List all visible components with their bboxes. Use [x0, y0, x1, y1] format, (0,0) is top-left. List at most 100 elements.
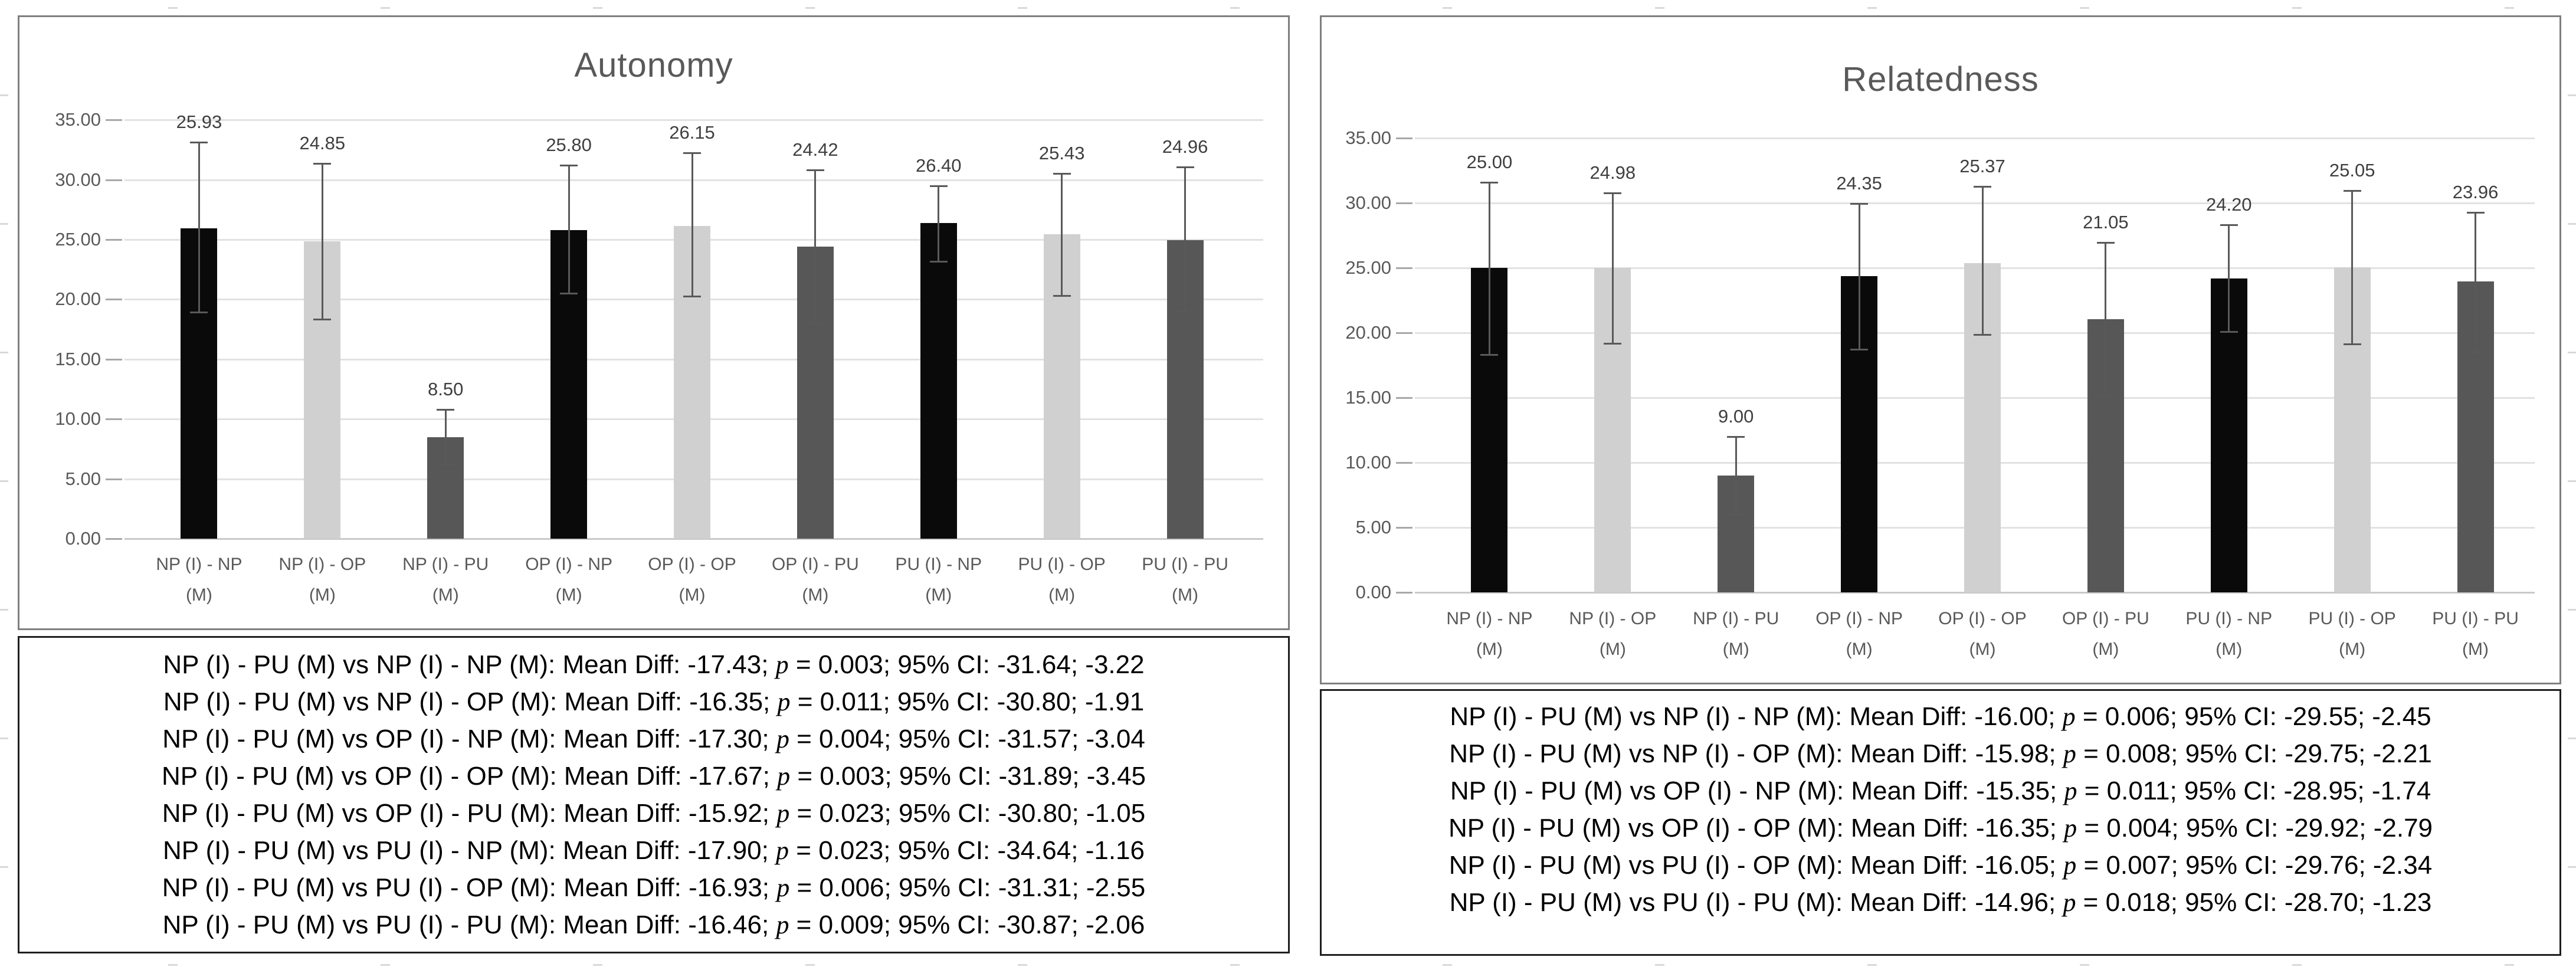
autonomy-panel: Autonomy 0.00 5.00 10.00 15.00 20.00 25.00 30.…	[18, 15, 1290, 953]
y-axis-tick	[1396, 592, 1412, 594]
stats-line: NP (I) - PU (M) vs NP (I) - NP (M): Mean…	[1450, 702, 2431, 731]
page-edge-tick	[381, 964, 390, 966]
stats-line: NP (I) - PU (M) vs OP (I) - PU (M): Mean…	[162, 799, 1146, 828]
x-axis-category-label-line2: (M)	[1722, 640, 1749, 659]
page-edge-tick	[2292, 964, 2302, 966]
relatedness-stats-box: NP (I) - PU (M) vs NP (I) - NP (M): Mean…	[1320, 689, 2561, 956]
x-axis-category-label: OP (I) - NP	[525, 555, 613, 574]
y-axis-tick	[106, 478, 122, 480]
y-axis-tick-label: 30.00	[55, 169, 101, 190]
autonomy-chart-box: Autonomy 0.00 5.00 10.00 15.00 20.00 25.00 30.…	[18, 15, 1290, 630]
error-bar-cap-top	[1176, 166, 1194, 169]
page-edge-tick	[1443, 7, 1452, 9]
y-axis-tick-label: 5.00	[1355, 517, 1391, 537]
stats-line: NP (I) - PU (M) vs PU (I) - PU (M): Mean…	[162, 910, 1145, 939]
gridline	[124, 119, 1263, 122]
y-axis-tick	[106, 358, 122, 360]
page-edge-tick	[0, 480, 8, 482]
y-axis-tick	[106, 119, 122, 122]
y-axis-tick	[1396, 332, 1412, 334]
error-bar-cap-bottom	[1604, 343, 1622, 345]
error-bar-cap-bottom	[1053, 294, 1071, 297]
error-bar	[2228, 225, 2230, 332]
x-axis-category-label-line2: (M)	[679, 585, 706, 605]
y-axis-tick	[1396, 462, 1412, 464]
x-axis-category-label-line2: (M)	[309, 585, 336, 605]
x-axis-category-label-line2: (M)	[802, 585, 829, 605]
gridline	[124, 538, 1263, 540]
error-bar-cap-bottom	[683, 296, 701, 298]
error-bar-cap-top	[2343, 190, 2361, 192]
page-edge-tick	[2568, 352, 2576, 353]
error-bar	[2475, 212, 2477, 352]
y-axis-tick-label: 20.00	[55, 289, 101, 310]
bar-value-label: 25.00	[1466, 151, 1513, 172]
gridline	[1415, 137, 2535, 139]
error-bar	[321, 163, 323, 319]
x-axis-category-label: OP (I) - OP	[1938, 609, 2027, 628]
x-axis-category-label-line2: (M)	[1476, 640, 1503, 659]
x-axis-category-label: PU (I) - OP	[2308, 609, 2396, 628]
gridline	[1415, 202, 2535, 204]
x-axis-category-label-line2: (M)	[185, 585, 212, 605]
error-bar-cap-top	[2466, 212, 2485, 214]
y-axis-tick	[106, 538, 122, 540]
page-edge-tick	[2080, 964, 2089, 966]
chart-title: Autonomy	[574, 46, 733, 84]
error-bar-cap-bottom	[190, 312, 208, 314]
page-edge-tick	[1230, 7, 1240, 9]
y-axis-tick-label: 5.00	[65, 468, 101, 489]
page-edge-tick	[168, 964, 178, 966]
page-edge-tick	[2505, 7, 2514, 9]
x-axis-category-label: OP (I) - NP	[1815, 609, 1903, 628]
page-edge-tick	[593, 964, 602, 966]
x-axis-category-label-line2: (M)	[432, 585, 459, 605]
stats-line: NP (I) - PU (M) vs NP (I) - OP (M): Mean…	[163, 687, 1145, 716]
x-axis-category-label-line2: (M)	[2339, 640, 2366, 659]
x-axis-category-label-line2: (M)	[555, 585, 582, 605]
stats-line: NP (I) - PU (M) vs OP (I) - OP (M): Mean…	[1448, 814, 2433, 843]
x-axis-category-label: PU (I) - OP	[1018, 555, 1106, 574]
page-edge-tick	[2080, 7, 2089, 9]
page-edge-tick	[381, 7, 390, 9]
x-axis-category-label: NP (I) - NP	[156, 555, 242, 574]
page-edge-tick	[2292, 7, 2302, 9]
bar-value-label: 25.37	[1959, 156, 2005, 177]
stats-line: NP (I) - PU (M) vs NP (I) - NP (M): Mean…	[163, 650, 1145, 679]
error-bar	[814, 169, 817, 323]
error-bar-cap-bottom	[1974, 333, 1991, 336]
error-bar-cap-bottom	[2343, 343, 2361, 345]
error-bar	[938, 185, 940, 261]
y-axis-tick	[106, 299, 122, 301]
page-edge-tick	[168, 7, 178, 9]
error-bar	[198, 142, 200, 313]
y-axis-tick-label: 25.00	[1345, 257, 1391, 278]
y-axis-tick-label: 30.00	[1345, 192, 1391, 213]
error-bar-cap-bottom	[313, 318, 332, 320]
error-bar-cap-top	[1053, 172, 1071, 175]
bar	[920, 222, 957, 539]
error-bar	[568, 165, 570, 294]
stats-line: NP (I) - PU (M) vs OP (I) - NP (M): Mean…	[162, 725, 1145, 753]
error-bar	[1858, 204, 1860, 349]
error-bar-cap-top	[683, 152, 701, 154]
error-bar-cap-bottom	[437, 464, 455, 466]
x-axis-category-label: OP (I) - PU	[2062, 609, 2149, 628]
x-axis-category-label-line2: (M)	[1599, 640, 1626, 659]
page-edge-tick	[1018, 7, 1027, 9]
page-edge-tick	[2505, 964, 2514, 966]
bar-value-label: 9.00	[1718, 406, 1754, 427]
error-bar-cap-bottom	[1850, 348, 1869, 350]
x-axis-category-label-line2: (M)	[1969, 640, 1996, 659]
bar-value-label: 24.85	[299, 133, 346, 154]
y-axis-tick	[1396, 137, 1412, 139]
p-value-symbol: p	[2064, 776, 2077, 805]
error-bar-cap-top	[1604, 192, 1622, 194]
page-edge-tick	[593, 7, 602, 9]
error-bar-cap-top	[2096, 242, 2115, 244]
error-bar	[691, 152, 693, 297]
page-edge-tick	[0, 738, 8, 739]
y-axis-tick-label: 0.00	[1355, 582, 1391, 602]
y-axis-tick-label: 35.00	[1345, 127, 1391, 148]
bar-value-label: 26.40	[915, 155, 962, 176]
